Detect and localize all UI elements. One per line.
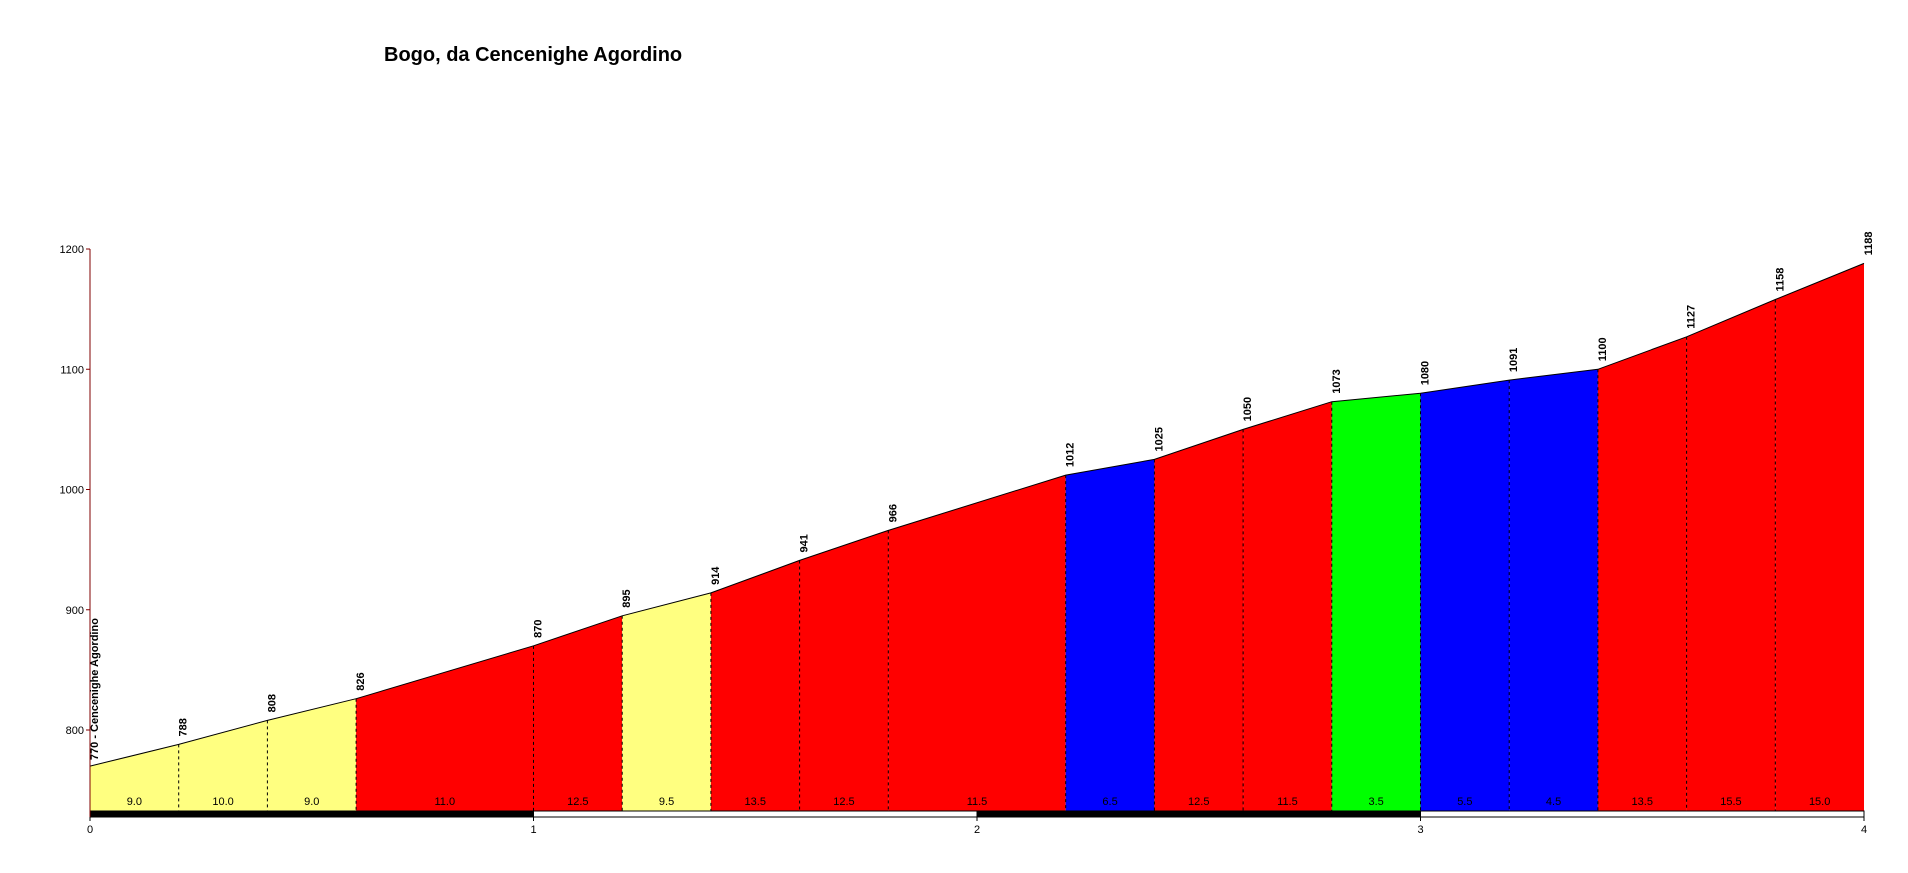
gradient-label: 12.5 <box>567 796 588 808</box>
km-bar-segment <box>89 810 534 818</box>
gradient-label: 15.0 <box>1809 796 1830 808</box>
profile-segment <box>1509 369 1598 811</box>
altitude-label: 1050 <box>1242 397 1254 421</box>
gradient-label: 9.5 <box>659 796 674 808</box>
x-tick-label: 3 <box>1417 824 1423 836</box>
altitude-label: 966 <box>887 504 899 522</box>
profile-segment <box>888 475 1066 811</box>
x-tick-label: 2 <box>974 824 980 836</box>
y-tick-label: 1000 <box>60 485 84 497</box>
profile-segment <box>1420 380 1510 811</box>
gradient-label: 13.5 <box>1632 796 1653 808</box>
profile-segment <box>1597 336 1687 811</box>
gradient-label: 11.0 <box>435 796 456 808</box>
gradient-labels: 9.0 10.0 9.0 11.0 12.5 9.5 13.5 12.5 11.5 6.5 12.5… <box>127 796 1831 808</box>
gradient-label: 9.0 <box>304 796 319 808</box>
altitude-label: 870 <box>533 619 545 637</box>
gradient-label: 3.5 <box>1369 796 1384 808</box>
profile-segment <box>356 645 534 811</box>
profile-segment <box>1065 459 1155 811</box>
gradient-label: 5.5 <box>1457 796 1472 808</box>
chart-title: Bogo, da Cencenighe Agordino <box>384 44 683 66</box>
km-bar-segment <box>976 810 1421 818</box>
altitude-label: 1073 <box>1331 369 1343 393</box>
altitude-label: 941 <box>799 534 811 552</box>
y-tick-label: 1100 <box>60 364 84 376</box>
altitude-label: 1158 <box>1774 268 1786 292</box>
gradient-label: 11.5 <box>967 796 988 808</box>
profile-outline <box>89 262 1865 767</box>
gradient-label: 11.5 <box>1277 796 1298 808</box>
profile-segment <box>710 560 800 811</box>
x-tick-label: 0 <box>87 824 93 836</box>
gradient-label: 12.5 <box>833 796 854 808</box>
altitude-label: 1012 <box>1065 443 1077 467</box>
profile-segment <box>267 698 357 811</box>
gradient-segments <box>90 263 1864 811</box>
altitude-label: 1127 <box>1686 305 1698 329</box>
segment-dividers <box>178 299 1776 811</box>
km-bar-segment <box>533 810 978 818</box>
profile-segment <box>533 615 623 811</box>
start-label: 770 - Cencenighe Agordino <box>89 618 101 760</box>
gradient-label: 10.0 <box>212 796 233 808</box>
y-tick-label: 1200 <box>60 244 84 256</box>
profile-segment <box>1154 429 1244 811</box>
km-bar-segment <box>1420 810 1865 818</box>
altitude-label: 1091 <box>1508 348 1520 372</box>
profile-segment <box>1686 299 1776 811</box>
profile-segment <box>178 720 268 811</box>
gradient-label: 13.5 <box>745 796 766 808</box>
altitude-label: 895 <box>621 589 633 607</box>
profile-segment <box>1331 393 1421 811</box>
gradient-label: 15.5 <box>1720 796 1741 808</box>
gradient-label: 4.5 <box>1546 796 1561 808</box>
profile-segment <box>1243 401 1332 811</box>
gradient-label: 6.5 <box>1102 796 1117 808</box>
x-tick-label: 1 <box>530 824 536 836</box>
gradient-label: 9.0 <box>127 796 142 808</box>
y-tick-label: 900 <box>66 605 84 617</box>
altitude-label: 1080 <box>1420 361 1432 385</box>
altitude-label: 914 <box>710 566 722 585</box>
altitude-label: 826 <box>355 672 367 690</box>
altitude-labels: 770 - Cencenighe Agordino 788 808 826 870 895… <box>89 232 1875 761</box>
gradient-label: 12.5 <box>1188 796 1209 808</box>
profile-segment <box>1775 263 1864 811</box>
altitude-label: 1025 <box>1153 427 1165 451</box>
km-scale-bar <box>89 810 1865 818</box>
profile-segment <box>799 530 889 811</box>
profile-segment <box>622 592 711 811</box>
altitude-label: 1100 <box>1597 337 1609 361</box>
axes: 800 900 1000 1100 1200 0 1 2 3 4 <box>60 244 1868 836</box>
altitude-label: 808 <box>266 694 278 712</box>
x-tick-label: 4 <box>1861 824 1867 836</box>
altitude-label: 788 <box>178 718 190 736</box>
y-tick-label: 800 <box>66 725 84 737</box>
profile-line <box>89 262 1865 767</box>
altitude-label: 1188 <box>1863 232 1875 256</box>
